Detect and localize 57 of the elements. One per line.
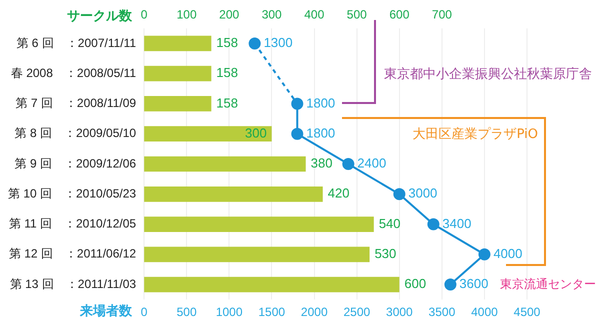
data-label: 600 <box>404 276 426 292</box>
x-tick-label: 3500 <box>428 305 456 320</box>
data-label: 158 <box>216 95 238 110</box>
y-tick-label: 第 13 回 ：2011/11/03 <box>10 276 136 291</box>
data-label: 3000 <box>408 186 438 201</box>
x2-tick-label: 400 <box>304 8 325 22</box>
data-label: 3400 <box>442 216 472 231</box>
data-label: 2400 <box>357 156 386 171</box>
x-tick-label: 1500 <box>258 305 286 320</box>
data-label: 1800 <box>306 95 336 110</box>
y-tick-label: 第 11 回 ：2010/12/05 <box>8 216 136 231</box>
x-axis-title: 来場者数 <box>79 303 134 318</box>
annotation: 東京流通センター <box>500 276 596 293</box>
data-label: 380 <box>310 156 332 171</box>
data-label: 1800 <box>306 125 336 140</box>
annotation: 東京都中小企業振興公社秋葉原庁舎 <box>384 66 592 83</box>
x-tick-label: 500 <box>176 305 197 320</box>
data-label: 300 <box>245 125 267 140</box>
y-tick-label: 第 10 回 ：2010/05/23 <box>8 186 136 200</box>
x2-tick-label: 700 <box>432 8 452 22</box>
point <box>291 98 304 110</box>
point <box>248 37 261 50</box>
y-tick-label: 第 6 回 ：2007/11/11 <box>16 36 136 50</box>
x2-tick-label: 600 <box>389 8 410 22</box>
x-tick-label: 2000 <box>300 305 328 320</box>
x-tick-label: 0 <box>140 305 148 320</box>
point <box>291 128 304 140</box>
x-tick-label: 2500 <box>343 305 370 320</box>
data-label: 158 <box>216 65 238 80</box>
x2-axis-title: サークル数 <box>67 8 134 23</box>
x2-tick-label: 100 <box>176 8 197 22</box>
y-tick-label: 第 12 回 ：2011/06/12 <box>8 246 136 261</box>
x2-tick-label: 0 <box>140 8 148 22</box>
point <box>427 218 440 230</box>
x-tick-label: 4500 <box>514 305 541 320</box>
data-label: 540 <box>378 216 401 231</box>
data-label: 158 <box>216 35 238 50</box>
x2-tick-label: 200 <box>219 8 240 22</box>
point <box>478 248 490 260</box>
data-label: 1300 <box>264 35 293 50</box>
annotation: 大田区産業プラザPiO <box>412 126 538 143</box>
data-label: 3600 <box>459 276 488 292</box>
x-tick-label: 1000 <box>216 305 243 320</box>
x-tick-label: 4000 <box>471 305 498 320</box>
y-tick-label: 第 7 回 ：2008/11/09 <box>16 96 136 110</box>
y-tick-label: 第 8 回 ：2009/05/10 <box>14 126 136 140</box>
point <box>393 188 406 200</box>
x-tick-label: 3000 <box>386 305 414 320</box>
point <box>342 158 354 170</box>
x2-tick-label: 500 <box>346 8 368 22</box>
data-label: 420 <box>328 186 350 201</box>
y-tick-label: 第 9 回 ：2009/12/06 <box>14 156 136 170</box>
x2-tick-label: 300 <box>262 8 282 22</box>
data-label: 530 <box>374 246 396 261</box>
point <box>444 278 456 291</box>
data-label: 4000 <box>493 246 522 261</box>
y-tick-label: 春 2008 ：2008/05/11 <box>10 66 136 80</box>
